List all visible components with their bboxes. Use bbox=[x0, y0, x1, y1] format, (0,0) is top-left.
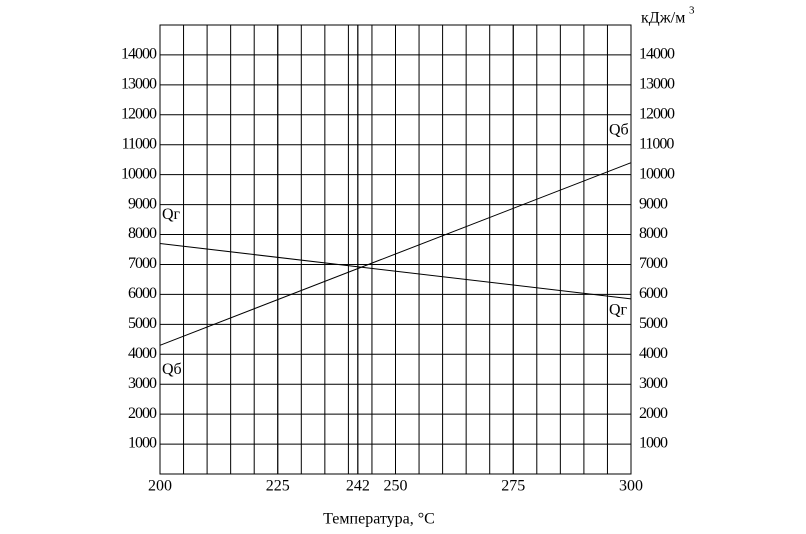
y2-tick-label: 11000 bbox=[639, 135, 674, 152]
y2-tick-label: 1000 bbox=[639, 435, 668, 452]
y2-tick-label: 10000 bbox=[639, 165, 675, 182]
y2-tick-label: 9000 bbox=[639, 195, 668, 212]
y-tick-label: 7000 bbox=[128, 255, 157, 272]
series-label: Qг bbox=[609, 302, 628, 319]
y2-tick-label: 7000 bbox=[639, 255, 668, 272]
x-tick-label: 225 bbox=[266, 478, 290, 495]
series-line bbox=[159, 243, 632, 300]
series-label: Qг bbox=[162, 206, 181, 223]
y-tick-label: 12000 bbox=[121, 105, 157, 122]
y-tick-label: 10000 bbox=[121, 165, 157, 182]
y-tick-label: 5000 bbox=[128, 315, 157, 332]
series-label: Qб bbox=[609, 121, 629, 138]
y-tick-label: 9000 bbox=[128, 195, 157, 212]
series-label: Qб bbox=[162, 361, 182, 378]
unit-label: кДж/м bbox=[641, 10, 685, 27]
y2-tick-label: 2000 bbox=[639, 405, 668, 422]
y-tick-label: 11000 bbox=[122, 135, 157, 152]
unit-superscript: 3 bbox=[689, 5, 695, 17]
y-tick-label: 13000 bbox=[121, 76, 157, 93]
y2-tick-label: 13000 bbox=[639, 76, 675, 93]
y-tick-label: 14000 bbox=[121, 46, 157, 63]
x-tick-label: 200 bbox=[148, 478, 172, 495]
y2-tick-label: 12000 bbox=[639, 105, 675, 122]
x-tick-label: 275 bbox=[501, 478, 525, 495]
y-tick-label: 2000 bbox=[128, 405, 157, 422]
y2-tick-label: 8000 bbox=[639, 225, 668, 242]
y2-tick-label: 5000 bbox=[639, 315, 668, 332]
y-tick-label: 6000 bbox=[128, 285, 157, 302]
y-tick-label: 4000 bbox=[128, 345, 157, 362]
series-line bbox=[159, 162, 632, 346]
x-tick-label: 242 bbox=[346, 478, 370, 495]
x-tick-label: 300 bbox=[619, 478, 643, 495]
y2-tick-label: 4000 bbox=[639, 345, 668, 362]
y2-tick-label: 3000 bbox=[639, 375, 668, 392]
y-tick-label: 3000 bbox=[128, 375, 157, 392]
y-tick-label: 8000 bbox=[128, 225, 157, 242]
y2-tick-label: 6000 bbox=[639, 285, 668, 302]
x-tick-label: 250 bbox=[384, 478, 408, 495]
x-axis-label: Температура, °C bbox=[323, 511, 435, 528]
y2-tick-label: 14000 bbox=[639, 46, 675, 63]
y-tick-label: 1000 bbox=[128, 435, 157, 452]
